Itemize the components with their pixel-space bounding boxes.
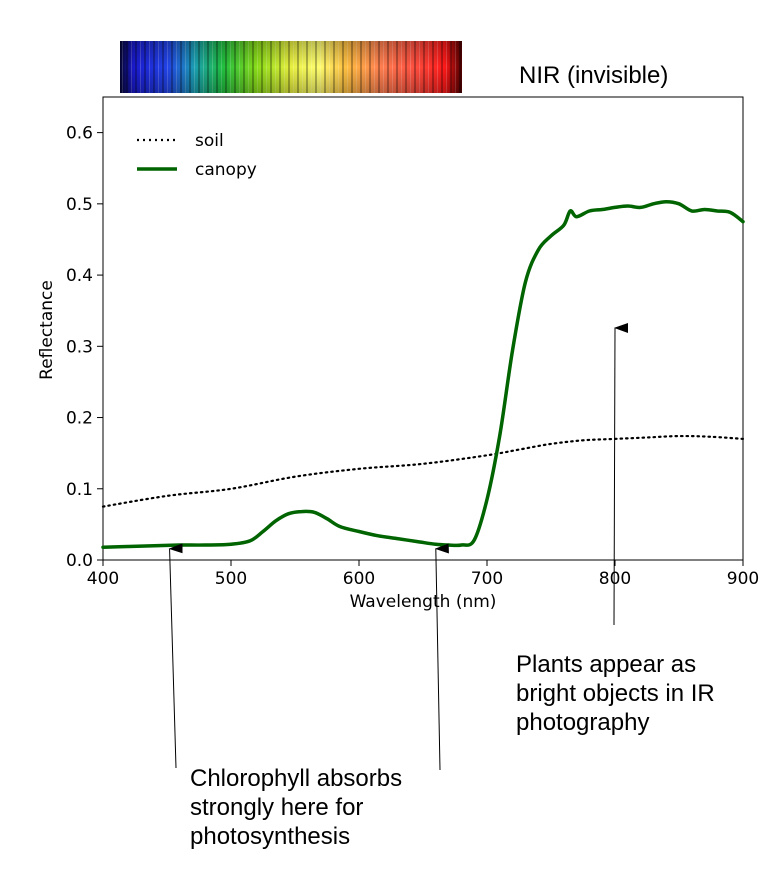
y-tick-label: 0.5 bbox=[66, 195, 93, 215]
x-tick-label: 600 bbox=[343, 569, 375, 589]
y-axis-title: Reflectance bbox=[37, 280, 57, 380]
plants-note: Plants appear as bright objects in IR ph… bbox=[516, 651, 715, 736]
arrow-chlorophyll-red bbox=[434, 543, 449, 771]
x-axis: 400 500 600 700 800 900 bbox=[87, 560, 759, 589]
series-line-soil bbox=[101, 434, 745, 508]
nir-label: NIR (invisible) bbox=[519, 62, 669, 89]
y-tick-label: 0.1 bbox=[66, 480, 93, 500]
legend-canopy-label: canopy bbox=[195, 160, 257, 180]
x-tick-label: 400 bbox=[87, 569, 119, 589]
x-tick-label: 500 bbox=[215, 569, 247, 589]
visible-spectrum-band bbox=[120, 41, 462, 93]
series-line-canopy bbox=[101, 199, 745, 549]
x-tick-label: 800 bbox=[599, 569, 631, 589]
y-tick-label: 0.0 bbox=[66, 551, 93, 571]
y-tick-label: 0.3 bbox=[66, 337, 93, 357]
arrow-nir-plateau bbox=[613, 322, 629, 626]
annotation-layer bbox=[168, 322, 629, 771]
y-axis: 0.0 0.1 0.2 0.3 0.4 0.5 0.6 bbox=[66, 124, 103, 571]
x-axis-title: Wavelength (nm) bbox=[350, 592, 497, 612]
legend-soil-label: soil bbox=[195, 131, 224, 151]
arrow-chlorophyll-blue bbox=[168, 543, 183, 769]
legend: soil canopy bbox=[137, 131, 257, 180]
x-tick-label: 900 bbox=[727, 569, 759, 589]
chlorophyll-note: Chlorophyll absorbs strongly here for ph… bbox=[190, 765, 403, 850]
x-tick-label: 700 bbox=[471, 569, 503, 589]
y-tick-label: 0.2 bbox=[66, 409, 93, 429]
y-tick-label: 0.4 bbox=[66, 266, 93, 286]
series-layer bbox=[101, 199, 745, 549]
y-tick-label: 0.6 bbox=[66, 124, 93, 144]
plot-frame bbox=[102, 96, 744, 561]
